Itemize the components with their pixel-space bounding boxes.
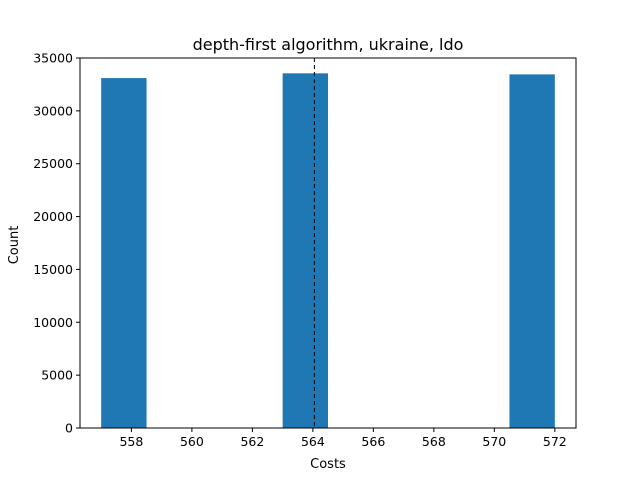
histogram-bar-3 xyxy=(509,74,555,428)
x-tick-label: 564 xyxy=(301,434,325,449)
y-tick-label: 35000 xyxy=(33,51,73,66)
x-tick-label: 562 xyxy=(240,434,264,449)
plot-frame xyxy=(79,57,577,429)
x-axis-label: Costs xyxy=(310,457,346,472)
y-axis-ticks: 0 5000 10000 15000 20000 25000 30000 35000 xyxy=(33,51,80,436)
x-tick-label: 568 xyxy=(422,434,446,449)
y-axis-label: Count xyxy=(7,226,22,265)
x-tick-label: 560 xyxy=(180,434,204,449)
x-tick-label: 558 xyxy=(119,434,143,449)
x-tick-label: 570 xyxy=(482,434,506,449)
x-tick-label: 566 xyxy=(361,434,385,449)
x-tick-label: 572 xyxy=(543,434,567,449)
y-tick-label: 15000 xyxy=(33,262,73,277)
histogram-bar-1 xyxy=(101,78,147,428)
bars-group xyxy=(101,73,555,428)
x-axis-ticks: 558 560 562 564 566 568 570 572 xyxy=(119,428,567,449)
chart-title: depth-first algorithm, ukraine, ldo xyxy=(193,35,464,54)
y-tick-label: 30000 xyxy=(33,103,73,118)
y-tick-label: 25000 xyxy=(33,156,73,171)
histogram-bar-2 xyxy=(282,73,328,428)
y-tick-label: 5000 xyxy=(41,368,73,383)
y-tick-label: 0 xyxy=(65,421,73,436)
y-tick-label: 10000 xyxy=(33,315,73,330)
y-tick-label: 20000 xyxy=(33,209,73,224)
